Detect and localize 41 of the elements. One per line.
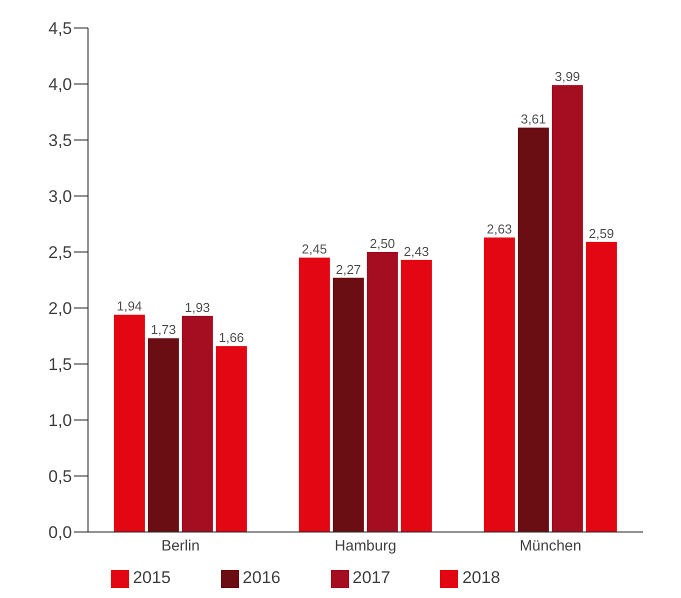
data-label: 2,43 [404,244,430,259]
y-tick-label: 0,0 [48,523,72,542]
bar [182,316,213,532]
y-tick-label: 4,5 [48,19,72,38]
bar [366,252,398,532]
data-label: 3,61 [520,112,546,127]
bar [216,346,247,532]
legend-label: 2017 [352,568,390,587]
data-label: 1,94 [116,298,142,314]
data-label: 2,45 [302,242,328,257]
bar [332,278,364,532]
data-label: 2,50 [370,236,396,251]
bar [298,258,330,532]
y-tick-label: 1,5 [48,355,72,374]
y-tick-label: 3,0 [48,187,72,206]
y-tick-label: 2,0 [48,299,72,318]
data-label: 2,59 [588,226,614,241]
bar [400,260,432,532]
x-tick-label: Berlin [161,538,200,555]
x-tick-label: München [520,538,582,555]
y-tick-label: 3,5 [48,131,72,150]
bar [148,338,179,532]
data-label: 3,99 [554,69,580,84]
y-tick-label: 4,0 [48,75,72,94]
legend-label: 2015 [132,568,171,587]
y-tick-label: 1,0 [48,411,72,430]
data-label: 1,93 [184,300,210,315]
legend-label: 2016 [242,568,280,587]
bar [518,128,549,532]
bar [114,314,145,532]
x-tick-label: Hamburg [334,538,396,555]
data-label: 2,27 [336,262,362,277]
bar [552,85,583,532]
y-tick-label: 2,5 [48,243,72,262]
data-label: 2,63 [486,221,512,236]
y-tick-label: 0,5 [48,467,72,486]
legend-label: 2018 [462,568,500,587]
data-label: 1,73 [150,322,176,338]
data-label: 1,66 [218,330,244,346]
bar [586,242,617,532]
bar [484,237,515,532]
